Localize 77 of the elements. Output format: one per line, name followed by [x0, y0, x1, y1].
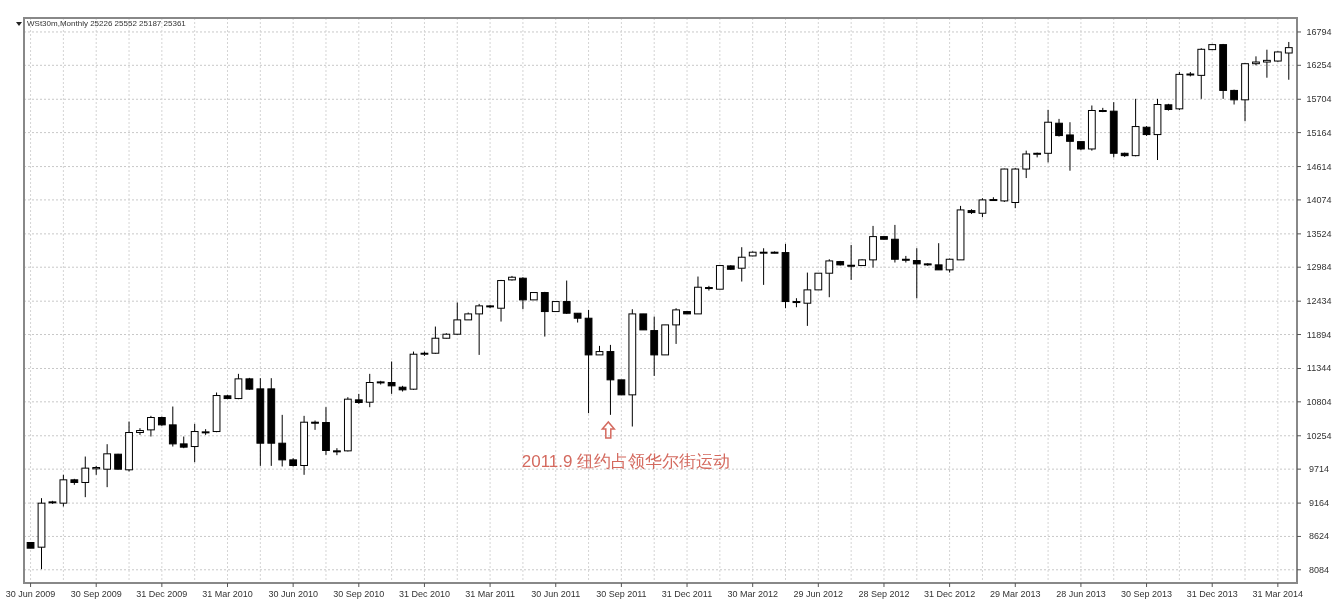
- candlestick: [540, 291, 549, 338]
- candlestick: [737, 246, 746, 283]
- candlestick: [705, 285, 713, 292]
- candlestick: [1252, 55, 1260, 66]
- x-tick-label: 30 Mar 2012: [727, 589, 778, 599]
- x-tick-label: 28 Jun 2013: [1056, 589, 1106, 599]
- y-tick-label: 10254: [1306, 430, 1332, 441]
- candlestick: [847, 244, 856, 281]
- x-tick-label: 30 Sep 2009: [70, 589, 122, 599]
- x-tick-label: 30 Jun 2010: [268, 589, 318, 599]
- candlestick: [519, 276, 527, 310]
- candlestick: [912, 247, 921, 299]
- x-tick-label: 29 Mar 2013: [989, 589, 1041, 599]
- candlestick: [453, 302, 462, 336]
- candlestick: [803, 272, 812, 327]
- candlestick: [891, 224, 899, 264]
- y-tick-label: 14614: [1306, 161, 1332, 172]
- x-tick-label: 30 Jun 2009: [5, 589, 56, 599]
- candlestick: [365, 373, 374, 408]
- x-tick-label: 31 Dec 2010: [398, 589, 450, 599]
- candlestick: [1066, 121, 1074, 172]
- x-tick-label: 31 Mar 2010: [202, 589, 253, 599]
- x-tick-label: 30 Sep 2011: [596, 589, 647, 599]
- candlestick: [475, 303, 484, 356]
- y-tick-label: 12984: [1306, 262, 1332, 273]
- candlestick: [147, 415, 155, 438]
- candlestick: [978, 197, 987, 218]
- candlestick: [59, 474, 68, 507]
- candlestick: [333, 447, 341, 456]
- y-tick-label: 9164: [1308, 498, 1330, 509]
- x-tick-label: 28 Sep 2012: [858, 589, 910, 599]
- candlestick: [672, 307, 680, 345]
- candlestick: [311, 420, 319, 431]
- candlestick: [759, 247, 768, 286]
- y-tick-label: 14074: [1306, 194, 1332, 205]
- y-tick-label: 16794: [1306, 26, 1332, 37]
- candlestick: [1284, 41, 1293, 81]
- candlestick: [562, 280, 571, 315]
- candlestick: [103, 443, 112, 488]
- x-tick-label: 31 Mar 2014: [1252, 589, 1304, 599]
- x-tick-label: 31 Dec 2009: [136, 589, 188, 599]
- candlestick: [278, 414, 287, 467]
- x-tick-label: 31 Dec 2012: [924, 589, 976, 599]
- x-tick-label: 31 Mar 2011: [465, 589, 516, 599]
- candlestick: [825, 258, 834, 298]
- candlestick: [901, 255, 910, 264]
- y-tick-label: 8084: [1308, 564, 1330, 575]
- y-tick-label: 15704: [1306, 94, 1332, 105]
- x-tick-label: 31 Dec 2011: [661, 589, 713, 599]
- candlestick: [136, 427, 144, 436]
- candlestick: [1022, 150, 1031, 179]
- y-tick-label: 15164: [1306, 127, 1332, 138]
- candlestick: [1263, 49, 1271, 79]
- y-tick-label: 8624: [1308, 531, 1330, 542]
- y-tick-label: 9714: [1308, 464, 1330, 475]
- candlestick: [934, 242, 943, 271]
- candlestick: [431, 326, 440, 355]
- candlestick: [190, 423, 199, 463]
- y-tick-label: 13524: [1306, 228, 1332, 239]
- y-tick-label: 10804: [1306, 396, 1332, 407]
- candlestick: [234, 373, 243, 400]
- candlestick: [81, 456, 90, 498]
- y-tick-label: 11894: [1306, 329, 1332, 340]
- x-tick-label: 31 Dec 2013: [1186, 589, 1238, 599]
- x-tick-label: 30 Sep 2013: [1121, 589, 1173, 599]
- y-tick-label: 12434: [1306, 296, 1332, 307]
- candlestick: [168, 406, 177, 448]
- candlestick: [715, 264, 724, 290]
- candlestick: [869, 225, 877, 269]
- x-tick-label: 30 Jun 2011: [531, 589, 581, 599]
- y-tick-label: 11344: [1306, 363, 1332, 374]
- candlestick: [387, 361, 396, 395]
- x-tick-label: 30 Sep 2010: [333, 589, 385, 599]
- annotation: 2011.9 纽约占领华尔街运动: [521, 452, 731, 472]
- y-tick-label: 16254: [1306, 60, 1332, 71]
- chart-title: WSt30m,Monthly 25226 25552 25187 25361: [27, 19, 187, 28]
- x-tick-label: 29 Jun 2012: [793, 589, 844, 599]
